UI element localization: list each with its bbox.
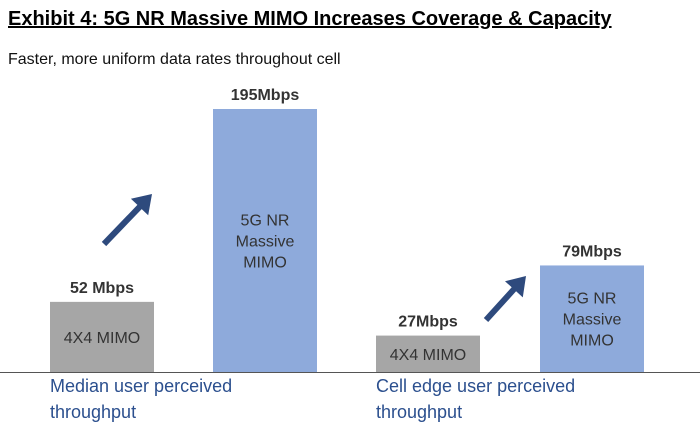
category-label: Cell edge user perceived <box>376 376 575 396</box>
category-label: Median user perceived <box>50 376 232 396</box>
bar-inner-label: MIMO <box>243 255 287 272</box>
up-arrow-icon <box>483 276 526 322</box>
category-label: throughput <box>50 402 136 422</box>
data-label: 27Mbps <box>398 314 458 331</box>
up-arrow-icon <box>101 194 152 247</box>
bar <box>213 109 317 372</box>
bar-inner-label: 4X4 MIMO <box>390 347 466 364</box>
bar-inner-label: MIMO <box>570 333 614 350</box>
bar-inner-label: 5G NR <box>568 291 617 308</box>
bar-inner-label: 4X4 MIMO <box>64 330 140 347</box>
bar-inner-label: Massive <box>563 312 622 329</box>
data-label: 195Mbps <box>231 87 300 104</box>
chart-title: Exhibit 4: 5G NR Massive MIMO Increases … <box>8 8 612 30</box>
chart-subtitle: Faster, more uniform data rates througho… <box>8 51 341 68</box>
bar <box>540 265 644 372</box>
bar <box>50 301 154 372</box>
data-label: 79Mbps <box>562 243 622 260</box>
category-label: throughput <box>376 402 462 422</box>
bar-inner-label: Massive <box>236 234 295 251</box>
bar <box>376 335 480 372</box>
data-label: 52 Mbps <box>70 280 134 297</box>
bar-inner-label: 5G NR <box>241 213 290 230</box>
